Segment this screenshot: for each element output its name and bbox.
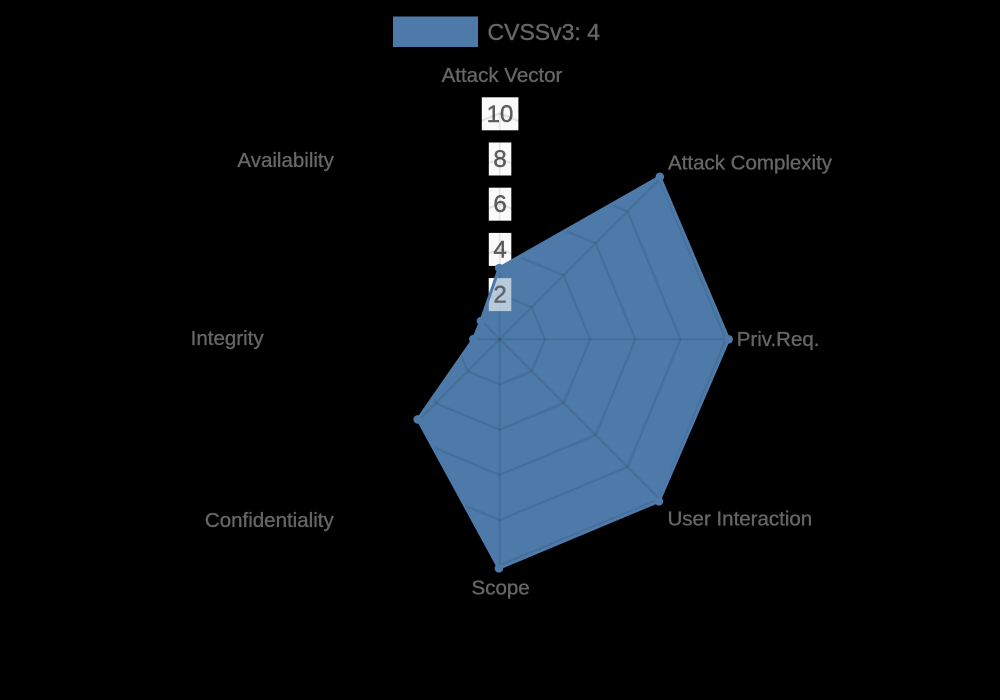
svg-text:Attack Vector: Attack Vector <box>442 64 563 87</box>
svg-text:Priv.Req.: Priv.Req. <box>737 328 820 351</box>
svg-text:Integrity: Integrity <box>191 327 265 350</box>
svg-text:CVSSv3: 4: CVSSv3: 4 <box>488 19 601 45</box>
svg-text:10: 10 <box>487 101 514 128</box>
svg-text:User Interaction: User Interaction <box>668 508 813 531</box>
svg-text:Availability: Availability <box>237 149 334 172</box>
svg-text:Confidentiality: Confidentiality <box>205 509 335 532</box>
svg-text:2: 2 <box>493 282 506 309</box>
svg-text:Attack Complexity: Attack Complexity <box>668 151 833 174</box>
svg-text:Scope: Scope <box>472 576 530 599</box>
